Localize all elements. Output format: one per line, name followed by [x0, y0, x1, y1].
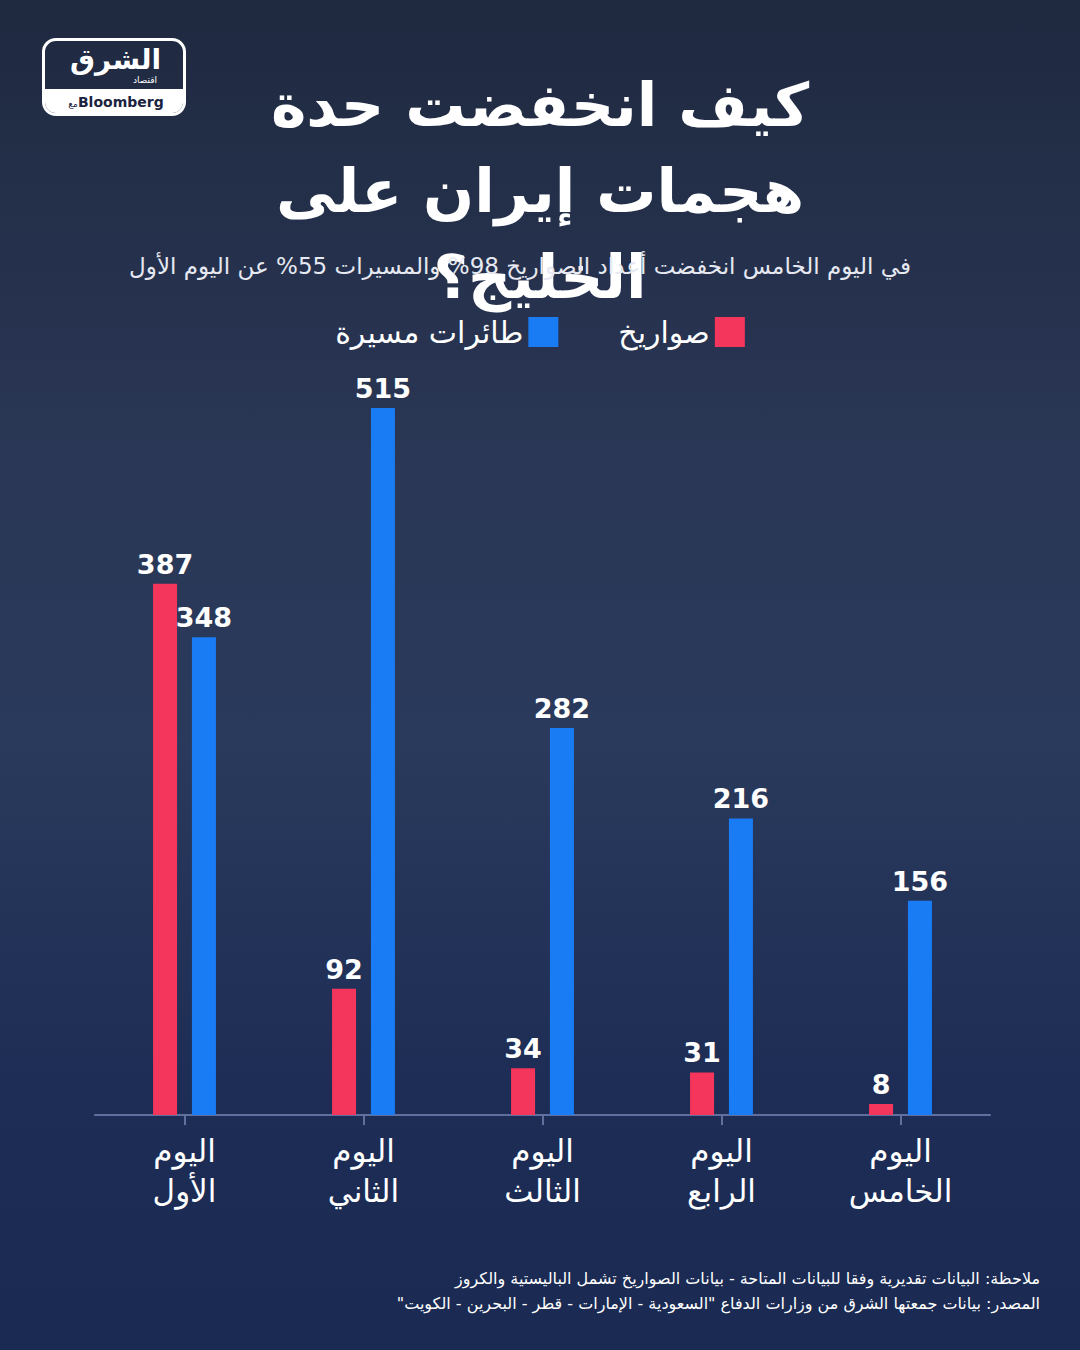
svg-text:الخامس: الخامس: [849, 1173, 953, 1209]
svg-text:92: 92: [325, 954, 363, 985]
svg-text:اليوم: اليوم: [869, 1133, 932, 1170]
svg-text:348: 348: [176, 602, 232, 633]
html-text:المصدر: بيانات جمعتها الشرق من: المصدر: بيانات جمعتها الشرق من وزارات ال…: [396, 1294, 1040, 1313]
svg-text:الرابع: الرابع: [687, 1173, 756, 1210]
html-text:في اليوم الخامس انخفضت أعداد ا: في اليوم الخامس انخفضت أعداد الصواريخ 98…: [129, 253, 911, 279]
html-text:ملاحظة: البيانات تقديرية وفقا: ملاحظة: البيانات تقديرية وفقا للبيانات ا…: [455, 1269, 1040, 1288]
svg-text:اليوم: اليوم: [332, 1133, 395, 1170]
svg-text:الثالث: الثالث: [504, 1173, 581, 1209]
html-text:كيف انخفضت حدة هجمات إيران على: كيف انخفضت حدة هجمات إيران على الخليج؟: [270, 70, 809, 312]
svg-text:34: 34: [504, 1033, 542, 1064]
svg-text:156: 156: [892, 866, 948, 897]
svg-text:اليوم: اليوم: [511, 1133, 574, 1170]
html-text:الشرق: الشرق: [69, 43, 161, 76]
svg-text:31: 31: [683, 1037, 721, 1068]
html-text:اقتصاد: اقتصاد: [132, 75, 157, 85]
svg-text:282: 282: [534, 693, 590, 724]
svg-text:الأول: الأول: [153, 1172, 217, 1210]
svg-text:387: 387: [137, 549, 193, 580]
svg-text:216: 216: [713, 783, 769, 814]
svg-text:طائرات مسيرة: طائرات مسيرة: [335, 315, 523, 350]
svg-text:515: 515: [355, 373, 411, 404]
svg-text:الثاني: الثاني: [328, 1173, 399, 1210]
svg-text:8: 8: [872, 1069, 891, 1100]
svg-text:صواريخ: صواريخ: [618, 315, 710, 351]
svg-text:اليوم: اليوم: [690, 1133, 753, 1170]
html-text:معBloomberg: معBloomberg: [68, 94, 164, 110]
svg-text:اليوم: اليوم: [153, 1133, 216, 1170]
